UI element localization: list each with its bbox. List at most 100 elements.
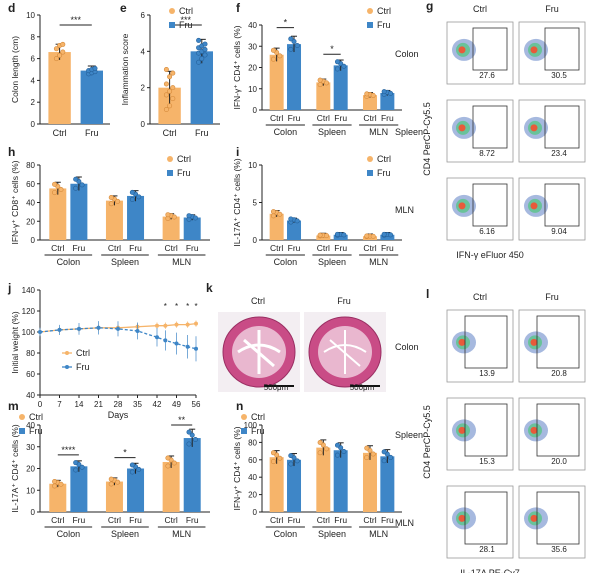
panel-h-group-label: MLN xyxy=(172,257,191,267)
panel-f-point xyxy=(270,56,276,62)
panel-f-group-label: Colon xyxy=(274,127,298,137)
panel-j-point xyxy=(155,323,159,328)
panel-j-x-tick-label: 21 xyxy=(94,400,103,409)
panel-f-bar-fru-spleen xyxy=(333,65,348,110)
panel-m-point xyxy=(79,464,85,470)
panel-m-point xyxy=(165,463,171,469)
panel-letter-f: f xyxy=(236,1,241,15)
panel-e-y-tick-label: 0 xyxy=(141,120,146,129)
panel-f-bar-fru-mln xyxy=(380,93,395,110)
panel-f-sig-label: * xyxy=(330,44,334,54)
panel-m-point xyxy=(115,479,121,485)
panel-f-sub-label: Fru xyxy=(288,113,301,123)
panel-f-point xyxy=(324,80,330,86)
flow_l-density-core xyxy=(530,514,538,522)
panel-n-point xyxy=(338,445,344,451)
panel-j-point xyxy=(174,322,179,327)
panel-i-bar-ctrl-colon xyxy=(269,213,284,240)
panel-m-point xyxy=(58,481,64,487)
panel-e-y-tick-label: 4 xyxy=(141,47,146,56)
panel-n-sub-label: Fru xyxy=(381,515,394,525)
flow_l-col-ctrl: Ctrl xyxy=(473,292,487,302)
panel-m-point xyxy=(108,476,114,482)
legend-h-ctrl-swatch xyxy=(167,156,173,162)
panel-i-point xyxy=(334,231,340,237)
panel-j-point xyxy=(135,328,140,333)
panel-j-star: * xyxy=(194,302,197,311)
panel-f-sig-label: * xyxy=(284,18,288,28)
panel-m-point xyxy=(129,469,135,475)
panel-f-sub-label: Ctrl xyxy=(317,113,330,123)
panel-h-sub-label: Ctrl xyxy=(165,243,178,253)
panel-d-y-tick-label: 4 xyxy=(31,76,36,85)
panel-e-point xyxy=(202,52,208,58)
legend-i-fru-label: Fru xyxy=(377,168,391,178)
panel-h-sub-label: Fru xyxy=(186,243,199,253)
panel-j-point xyxy=(77,326,81,331)
panel-e-point xyxy=(170,85,176,91)
flow_g-gate xyxy=(544,183,580,227)
panel-n-point xyxy=(277,455,283,461)
panel-j-point xyxy=(174,341,179,346)
panel-d-y-tick-label: 10 xyxy=(26,11,35,20)
flow_l-gate-value: 15.3 xyxy=(479,457,495,466)
panel-letter-k: k xyxy=(206,281,213,295)
panel-j-x-tick-label: 56 xyxy=(192,400,201,409)
panel-m-sub-label: Fru xyxy=(186,515,199,525)
flow_g-gate-value: 30.5 xyxy=(551,71,567,80)
panel-m-bar-ctrl-spleen xyxy=(105,481,123,512)
panel-n-point xyxy=(288,453,294,459)
panel-h-group-label: Colon xyxy=(57,257,81,267)
panel-h-sub-label: Fru xyxy=(72,243,85,253)
panel-letter-l: l xyxy=(426,287,429,301)
panel-n-y-tick-label: 40 xyxy=(248,473,257,482)
flow_g-density-core xyxy=(530,202,538,210)
legend-h-fru-swatch xyxy=(167,170,173,176)
panel-d-point xyxy=(53,46,59,52)
histology-fru-label: Fru xyxy=(337,296,351,306)
panel-f-bar-ctrl-spleen xyxy=(316,82,331,110)
panel-n-point xyxy=(364,445,370,451)
panel-h-bar-ctrl-spleen xyxy=(105,200,123,240)
panel-e-y-tick-label: 2 xyxy=(141,84,146,93)
panel-letter-n: n xyxy=(236,399,243,413)
panel-j-y-tick-label: 120 xyxy=(22,307,36,316)
legend-n-fru-label: Fru xyxy=(251,426,265,436)
panel-f-point xyxy=(341,63,347,69)
panel-n-point xyxy=(317,439,323,445)
panel-h-point xyxy=(52,181,58,187)
panel-j-point xyxy=(38,330,42,334)
panel-h-bar-ctrl-mln xyxy=(162,216,180,240)
flow_g-density-core xyxy=(458,46,466,54)
flow_l-density-core xyxy=(458,514,466,522)
panel-j-x-tick-label: 7 xyxy=(57,400,62,409)
panel-m-y-tick-label: 10 xyxy=(26,486,35,495)
panel-m-sub-label: Ctrl xyxy=(165,515,178,525)
panel-f-point xyxy=(334,59,340,65)
panel-n-point xyxy=(317,450,323,456)
panel-f-y-tick-label: 30 xyxy=(248,42,257,51)
panel-j-x-tick-label: 49 xyxy=(172,400,181,409)
panel-m-bar-ctrl-colon xyxy=(49,483,67,512)
panel-j-star: * xyxy=(186,302,189,311)
panel-h-point xyxy=(108,201,114,207)
panel-m-bar-fru-spleen xyxy=(127,468,145,512)
panel-h-bar-fru-spleen xyxy=(127,195,145,240)
panel-j-point xyxy=(163,338,168,343)
legend-n-ctrl-label: Ctrl xyxy=(251,412,265,422)
panel-f-bar-fru-colon xyxy=(287,44,302,110)
panel-f-group-label: Spleen xyxy=(318,127,346,137)
panel-m-group-label: MLN xyxy=(172,529,191,539)
panel-e-sig-label: *** xyxy=(180,15,191,25)
legend-e-ctrl-swatch xyxy=(169,8,175,14)
panel-e-point xyxy=(170,70,176,76)
legend-i-fru-swatch xyxy=(367,170,373,176)
panel-e-point xyxy=(167,74,173,80)
panel-d-y-label: Colon length (cm) xyxy=(10,36,20,103)
panel-d-y-tick-label: 2 xyxy=(31,98,36,107)
panel-h-point xyxy=(79,182,85,188)
panel-n-sub-label: Ctrl xyxy=(270,515,283,525)
flow_l-density-core xyxy=(458,338,466,346)
panel-f-point xyxy=(317,77,323,83)
